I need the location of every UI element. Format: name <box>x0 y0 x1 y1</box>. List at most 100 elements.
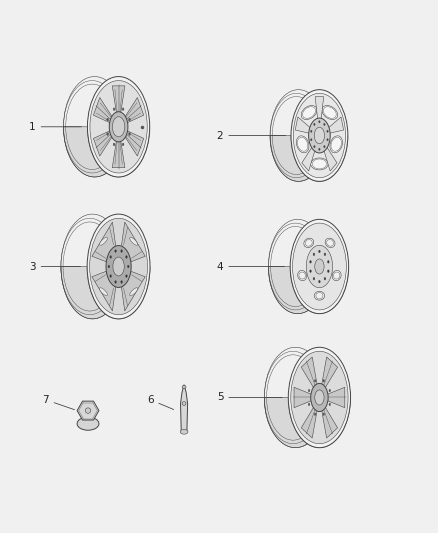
Ellipse shape <box>329 403 331 406</box>
Polygon shape <box>112 140 125 168</box>
Ellipse shape <box>314 127 325 144</box>
Ellipse shape <box>301 106 317 119</box>
Ellipse shape <box>310 261 311 263</box>
Ellipse shape <box>291 90 348 181</box>
Polygon shape <box>264 398 350 448</box>
Ellipse shape <box>315 259 324 274</box>
Ellipse shape <box>318 280 320 283</box>
Ellipse shape <box>115 250 117 252</box>
Ellipse shape <box>182 402 186 406</box>
Ellipse shape <box>107 118 109 121</box>
Ellipse shape <box>126 274 127 277</box>
Polygon shape <box>93 98 112 123</box>
Polygon shape <box>323 146 337 171</box>
Ellipse shape <box>129 133 131 135</box>
Polygon shape <box>327 387 345 408</box>
Ellipse shape <box>110 274 112 277</box>
Ellipse shape <box>122 143 124 146</box>
Ellipse shape <box>291 351 348 443</box>
Polygon shape <box>301 357 317 389</box>
Ellipse shape <box>77 417 99 430</box>
Ellipse shape <box>113 108 115 110</box>
Ellipse shape <box>327 139 328 141</box>
Text: 7: 7 <box>42 394 74 410</box>
Text: 3: 3 <box>29 262 81 271</box>
Ellipse shape <box>122 108 124 110</box>
Ellipse shape <box>324 123 325 125</box>
Ellipse shape <box>314 146 315 148</box>
Ellipse shape <box>108 265 110 268</box>
Polygon shape <box>92 271 116 311</box>
Ellipse shape <box>319 120 320 123</box>
Ellipse shape <box>309 118 330 153</box>
Ellipse shape <box>306 245 332 288</box>
Ellipse shape <box>323 379 325 382</box>
Ellipse shape <box>129 118 131 121</box>
Polygon shape <box>315 96 324 121</box>
Ellipse shape <box>314 123 315 125</box>
Polygon shape <box>92 222 116 262</box>
Ellipse shape <box>332 270 341 281</box>
Ellipse shape <box>106 246 131 287</box>
Ellipse shape <box>110 256 112 259</box>
Ellipse shape <box>324 277 326 280</box>
Ellipse shape <box>327 130 328 132</box>
Ellipse shape <box>130 288 138 296</box>
Ellipse shape <box>90 80 147 173</box>
Ellipse shape <box>99 288 107 296</box>
Ellipse shape <box>315 390 324 405</box>
Ellipse shape <box>293 223 346 310</box>
Ellipse shape <box>330 136 343 153</box>
Text: 5: 5 <box>217 392 282 402</box>
Ellipse shape <box>329 390 331 392</box>
Ellipse shape <box>107 133 109 135</box>
Polygon shape <box>302 146 315 171</box>
Ellipse shape <box>298 270 307 281</box>
Ellipse shape <box>324 146 325 148</box>
Ellipse shape <box>308 390 310 392</box>
Text: 1: 1 <box>29 122 81 132</box>
Polygon shape <box>61 266 150 319</box>
Polygon shape <box>270 135 348 181</box>
Polygon shape <box>268 266 349 313</box>
Ellipse shape <box>87 214 150 319</box>
Ellipse shape <box>314 379 316 382</box>
Polygon shape <box>122 271 145 311</box>
Polygon shape <box>112 86 125 113</box>
Ellipse shape <box>311 139 312 141</box>
Polygon shape <box>122 222 145 262</box>
Ellipse shape <box>311 383 328 411</box>
Polygon shape <box>294 387 312 408</box>
Polygon shape <box>321 357 338 389</box>
Ellipse shape <box>126 256 127 259</box>
Ellipse shape <box>322 106 338 119</box>
Ellipse shape <box>293 93 346 177</box>
Text: 6: 6 <box>147 394 173 409</box>
Ellipse shape <box>311 158 328 170</box>
Ellipse shape <box>127 265 129 268</box>
Polygon shape <box>301 407 317 438</box>
Ellipse shape <box>290 220 349 313</box>
Ellipse shape <box>313 253 315 256</box>
Polygon shape <box>328 117 344 133</box>
Polygon shape <box>180 385 187 432</box>
Ellipse shape <box>311 130 312 132</box>
Ellipse shape <box>323 413 325 415</box>
Ellipse shape <box>109 112 128 142</box>
Ellipse shape <box>99 237 107 245</box>
Ellipse shape <box>121 250 122 252</box>
Ellipse shape <box>130 237 138 245</box>
Circle shape <box>85 408 91 413</box>
Ellipse shape <box>182 385 186 389</box>
Ellipse shape <box>297 136 309 153</box>
Ellipse shape <box>121 281 122 283</box>
Polygon shape <box>125 98 144 123</box>
Polygon shape <box>77 401 99 420</box>
Ellipse shape <box>318 250 320 253</box>
Ellipse shape <box>328 261 329 263</box>
Ellipse shape <box>113 117 125 137</box>
Ellipse shape <box>88 77 150 177</box>
Ellipse shape <box>314 292 325 300</box>
Text: 2: 2 <box>217 131 286 141</box>
Ellipse shape <box>115 281 117 283</box>
